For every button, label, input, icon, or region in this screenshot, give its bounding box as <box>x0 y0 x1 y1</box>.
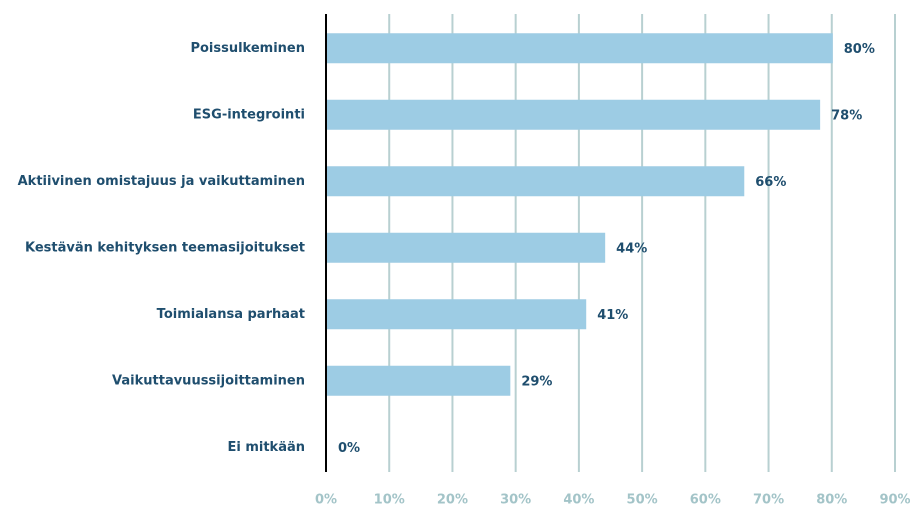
x-tick-label: 30% <box>500 493 531 508</box>
category-label: Kestävän kehityksen teemasijoitukset <box>25 240 305 255</box>
data-label: 80% <box>844 42 875 57</box>
category-label: ESG-integrointi <box>193 107 305 122</box>
bar <box>327 166 745 197</box>
bar <box>327 365 511 396</box>
x-tick-label: 50% <box>627 493 658 508</box>
data-label: 41% <box>597 308 628 323</box>
x-tick-label: 10% <box>374 493 405 508</box>
x-tick-label: 20% <box>437 493 468 508</box>
x-tick-label: 0% <box>315 493 337 508</box>
data-label: 29% <box>521 374 552 389</box>
x-tick-label: 90% <box>879 493 910 508</box>
bar <box>327 232 606 263</box>
category-label: Ei mitkään <box>227 440 305 455</box>
bar <box>327 299 587 330</box>
bar <box>327 33 833 64</box>
x-tick-label: 40% <box>563 493 594 508</box>
bar <box>327 99 821 130</box>
category-label: Aktiivinen omistajuus ja vaikuttaminen <box>18 174 305 189</box>
data-label: 0% <box>338 441 360 456</box>
data-label: 66% <box>755 175 786 190</box>
category-label: Poissulkeminen <box>190 41 305 56</box>
data-label: 78% <box>831 108 862 123</box>
x-tick-label: 70% <box>753 493 784 508</box>
x-tick-label: 60% <box>690 493 721 508</box>
category-label: Toimialansa parhaat <box>157 307 305 322</box>
x-tick-label: 80% <box>816 493 847 508</box>
data-label: 44% <box>616 241 647 256</box>
category-label: Vaikuttavuussijoittaminen <box>112 373 305 388</box>
